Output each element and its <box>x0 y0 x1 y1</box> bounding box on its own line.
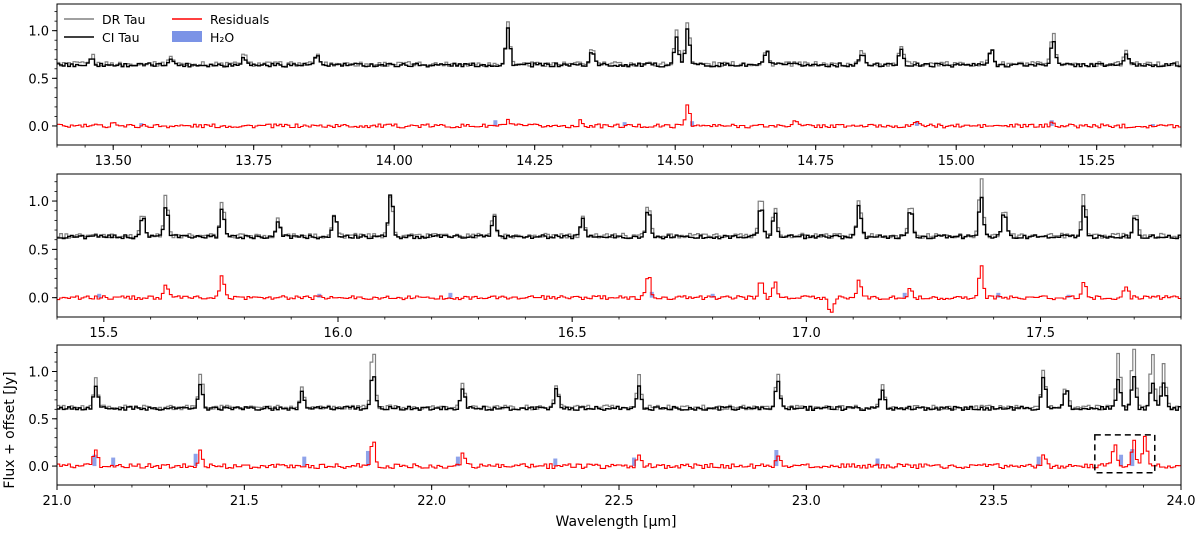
panels-layer: 0.0 0.5 1.0 13.50 13.75 14.00 14.25 14.50 14.75 1… <box>28 3 1196 509</box>
h2o-line-bar <box>111 457 116 467</box>
series-residuals <box>57 104 1181 129</box>
y-tick-label: 0.0 <box>28 120 49 135</box>
x-tick-label: 23.0 <box>792 494 821 509</box>
h2o-line-bar <box>193 453 198 467</box>
h2o-line-bar <box>1036 456 1041 467</box>
h2o-line-bar <box>1049 120 1054 126</box>
x-tick-label: 22.0 <box>417 494 446 509</box>
h2o-line-bar <box>1130 449 1135 467</box>
h2o-line-bar <box>92 454 97 467</box>
x-tick-label: 13.75 <box>235 154 272 169</box>
x-tick-label: 14.25 <box>516 154 553 169</box>
x-tick-label: 24.0 <box>1167 494 1196 509</box>
x-tick-label: 23.5 <box>979 494 1008 509</box>
x-tick-label: 22.5 <box>605 494 634 509</box>
plot-area <box>57 348 1181 469</box>
h2o-line-bar <box>365 450 370 467</box>
y-tick-label: 0.5 <box>28 413 49 428</box>
legend-item: DR Tau <box>64 12 145 27</box>
y-tick-label: 0.5 <box>28 243 49 258</box>
legend-item: H₂O <box>172 30 234 45</box>
h2o-line-bar <box>902 292 907 298</box>
h2o-line-bar <box>553 458 558 467</box>
series-residuals <box>57 435 1181 469</box>
h2o-line-bar <box>710 293 715 298</box>
x-axis-label: Wavelength [μm] <box>556 514 677 530</box>
y-tick-label: 1.0 <box>28 365 49 380</box>
legend-label: CI Tau <box>102 30 140 45</box>
panel-3: 0.0 0.5 1.0 21.0 21.5 22.0 22.5 23.0 23.5 24.0 <box>28 344 1196 509</box>
h2o-line-bar <box>455 456 460 467</box>
h2o-line-bar <box>631 457 636 467</box>
series-residuals <box>57 265 1181 313</box>
x-tick-label: 14.00 <box>376 154 413 169</box>
x-tick-label: 15.5 <box>89 326 118 341</box>
h2o-line-bar <box>139 123 144 126</box>
series-ci-tau <box>57 27 1181 68</box>
h2o-line-bar <box>914 121 919 126</box>
legend-label: Residuals <box>210 12 269 27</box>
y-axis-label: Flux + offset [Jy] <box>2 371 18 488</box>
h2o-line-bar <box>97 293 102 298</box>
h2o-line-bar <box>622 122 627 126</box>
y-tick-label: 0.0 <box>28 292 49 307</box>
series-ci-tau <box>57 194 1181 240</box>
y-tick-label: 0.0 <box>28 460 49 475</box>
legend-item: CI Tau <box>64 30 140 45</box>
x-tick-label: 21.0 <box>43 494 72 509</box>
x-tick-label: 17.0 <box>792 326 821 341</box>
x-tick-label: 14.50 <box>657 154 694 169</box>
h2o-line-bar <box>875 458 880 467</box>
panel-2: 0.0 0.5 1.0 15.5 16.0 16.5 17.0 17.5 <box>28 173 1182 341</box>
h2o-line-bar <box>996 292 1001 298</box>
legend-label: H₂O <box>210 30 234 45</box>
x-tick-label: 16.5 <box>558 326 587 341</box>
series-ci-tau <box>57 376 1181 411</box>
x-tick-label: 14.75 <box>797 154 834 169</box>
h2o-line-bar <box>448 292 453 298</box>
h2o-line-bar <box>302 456 307 467</box>
h2o-line-bar <box>690 121 695 126</box>
x-tick-label: 15.25 <box>1078 154 1115 169</box>
h2o-line-bar <box>1119 454 1124 467</box>
legend-swatch <box>172 31 202 42</box>
legend-item: Residuals <box>172 12 269 27</box>
panel-1: 0.0 0.5 1.0 13.50 13.75 14.00 14.25 14.50 14.75 1… <box>28 3 1182 169</box>
y-tick-label: 1.0 <box>28 195 49 210</box>
x-tick-label: 17.5 <box>1026 326 1055 341</box>
series-dr-tau <box>57 348 1181 411</box>
x-tick-label: 13.50 <box>95 154 132 169</box>
x-tick-label: 16.0 <box>324 326 353 341</box>
h2o-line-bar <box>493 120 498 126</box>
plot-area <box>57 178 1181 313</box>
x-tick-label: 15.00 <box>938 154 975 169</box>
legend: DR Tau CI Tau Residuals H₂O <box>64 12 269 45</box>
legend-label: DR Tau <box>102 12 145 27</box>
h2o-line-bar <box>1150 124 1155 126</box>
plot-area <box>57 21 1181 129</box>
y-tick-label: 1.0 <box>28 25 49 40</box>
y-tick-label: 0.5 <box>28 72 49 87</box>
x-tick-label: 21.5 <box>230 494 259 509</box>
